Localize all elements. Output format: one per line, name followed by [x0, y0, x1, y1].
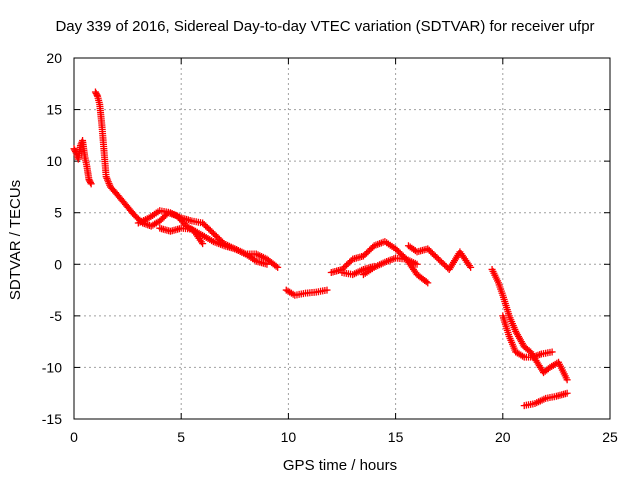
- series-arc9: [404, 242, 475, 273]
- series-arc5: [282, 286, 331, 299]
- grid: [74, 58, 610, 419]
- series-arc4: [156, 224, 271, 268]
- y-axis-label: SDTVAR / TECUs: [7, 180, 24, 300]
- data-point: [272, 262, 280, 270]
- series-arc2: [91, 88, 207, 248]
- data-point: [86, 178, 94, 186]
- series-arc1: [70, 137, 95, 188]
- data-point: [563, 376, 571, 384]
- data-point: [199, 240, 207, 248]
- series-arc11: [499, 312, 556, 361]
- data-point: [548, 348, 556, 356]
- data-point: [422, 278, 430, 286]
- x-tick-label: 20: [495, 429, 511, 445]
- x-tick-labels: 0 5 10 15 20 25: [70, 429, 618, 445]
- data-points: [70, 88, 571, 410]
- axis-ticks: [73, 57, 611, 420]
- y-tick-label: 20: [46, 50, 62, 66]
- x-tick-label: 0: [70, 429, 78, 445]
- y-tick-label: 0: [54, 256, 62, 272]
- series-arc6: [327, 238, 432, 287]
- y-tick-label: 15: [46, 102, 62, 118]
- data-point: [467, 263, 475, 271]
- x-axis-label: GPS time / hours: [283, 457, 397, 474]
- data-point: [93, 91, 101, 99]
- y-tick-label: -15: [42, 411, 62, 427]
- series-arc10: [488, 265, 571, 384]
- x-tick-label: 10: [281, 429, 297, 445]
- series-arc12: [520, 389, 571, 410]
- data-point: [263, 260, 271, 268]
- data-point: [274, 263, 282, 271]
- x-tick-label: 5: [177, 429, 185, 445]
- y-tick-label: -10: [42, 359, 62, 375]
- x-tick-label: 25: [602, 429, 618, 445]
- x-tick-label: 15: [388, 429, 404, 445]
- y-tick-labels: -15 -10 -5 0 5 10 15 20: [42, 50, 62, 427]
- plot-frame: [73, 57, 611, 420]
- y-tick-label: 10: [46, 153, 62, 169]
- data-point: [563, 389, 571, 397]
- data-point: [323, 286, 331, 294]
- data-point: [413, 260, 421, 268]
- series-arc8: [359, 254, 421, 279]
- y-tick-label: 5: [54, 205, 62, 221]
- data-point: [87, 180, 95, 188]
- data-point: [424, 279, 432, 287]
- y-tick-label: -5: [50, 308, 63, 324]
- chart-title: Day 339 of 2016, Sidereal Day-to-day VTE…: [55, 18, 594, 35]
